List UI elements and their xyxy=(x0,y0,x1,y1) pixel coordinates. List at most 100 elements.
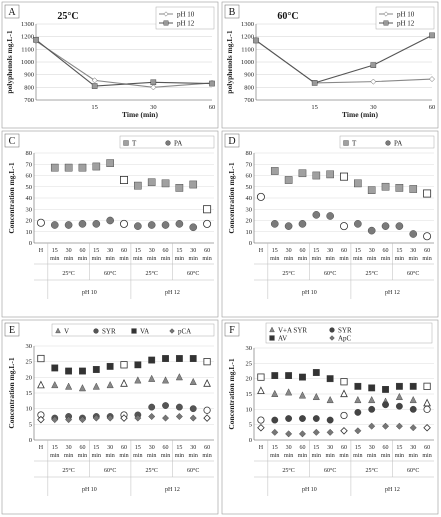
category-label: 30 xyxy=(149,248,155,254)
category-unit-label: min xyxy=(312,256,321,262)
data-point-pa xyxy=(395,222,404,230)
temperature-label: 60°C xyxy=(407,467,419,474)
category-unit-label: min xyxy=(147,256,156,262)
category-label: 30 xyxy=(286,248,292,254)
data-point-av xyxy=(285,372,293,379)
category-unit-label: min xyxy=(353,256,362,262)
y-tick-label: 60 xyxy=(246,173,253,180)
data-point-va xyxy=(134,361,142,369)
category-label: 60 xyxy=(424,445,430,451)
y-tick-label: 1100 xyxy=(241,46,254,53)
y-tick-label: 700 xyxy=(24,97,34,104)
data-point-t xyxy=(409,185,418,193)
data-point-syr xyxy=(312,415,320,422)
data-point-av xyxy=(271,372,279,379)
data-point-pa xyxy=(284,222,293,230)
category-label: 15 xyxy=(272,445,278,451)
data-point-syr xyxy=(340,411,348,420)
category-unit-label: min xyxy=(339,256,348,262)
data-point-vasyr xyxy=(409,395,417,404)
temperature-label: 25°C xyxy=(62,467,74,474)
y-tick-label: 0 xyxy=(29,240,32,247)
data-point-syr xyxy=(423,405,431,413)
data-point-t xyxy=(270,167,279,175)
panel-letter: C xyxy=(9,136,16,147)
data-point-pa xyxy=(270,220,279,228)
category-label: 30 xyxy=(149,445,155,451)
data-point-va xyxy=(79,367,86,375)
category-label: 15 xyxy=(396,248,402,254)
legend-marker xyxy=(269,326,275,333)
data-point-apc xyxy=(423,423,431,432)
data-point-apc xyxy=(382,422,390,430)
data-point-pa xyxy=(381,222,390,230)
data-point xyxy=(150,84,157,91)
data-point-va xyxy=(92,366,100,373)
category-unit-label: min xyxy=(325,256,334,262)
temperature-label: 25°C xyxy=(282,467,294,474)
data-point-t xyxy=(326,170,334,179)
category-label: 15 xyxy=(176,445,182,451)
category-label: 30 xyxy=(410,445,416,451)
category-unit-label: min xyxy=(133,453,142,459)
category-unit-label: min xyxy=(298,453,307,459)
legend: V SYR VA pCA xyxy=(51,323,215,337)
data-point-av xyxy=(368,384,376,392)
temperature-label: 25°C xyxy=(145,270,157,277)
y-tick-label: 80 xyxy=(26,150,33,157)
data-point-pa xyxy=(203,219,212,228)
category-label: 15 xyxy=(93,248,99,254)
panel-letter-box xyxy=(4,322,20,337)
category-label: 15 xyxy=(355,445,361,451)
legend-marker xyxy=(385,140,391,146)
legend-label: PA xyxy=(174,140,182,148)
ph-label: pH 12 xyxy=(165,487,180,493)
category-unit-label: min xyxy=(189,453,198,459)
legend-label: pH 10 xyxy=(177,11,195,19)
data-point-pca xyxy=(37,415,45,424)
data-point-t xyxy=(312,171,321,180)
panel-B: B 700 800 900 1000 1100 1200 1300 15 30 60 Time (mi… xyxy=(221,1,439,129)
data-point-vasyr xyxy=(368,395,376,404)
category-label: 60 xyxy=(383,445,389,451)
temperature-label: 25°C xyxy=(62,270,74,277)
data-point-pca xyxy=(134,414,142,422)
data-point-syr xyxy=(409,405,417,413)
data-point-vasyr xyxy=(271,389,279,397)
legend-label: pH 12 xyxy=(177,20,195,28)
ph-label: pH 10 xyxy=(302,290,317,296)
category-unit-label: min xyxy=(270,256,279,262)
y-tick-label: 30 xyxy=(246,345,253,352)
ph-label: pH 12 xyxy=(385,290,400,296)
data-point-pca xyxy=(175,413,183,420)
data-point-v xyxy=(120,379,128,387)
data-point-apc xyxy=(312,428,320,436)
category-label: 15 xyxy=(176,248,182,254)
data-point-pa xyxy=(326,212,334,220)
temperature-label: 60°C xyxy=(407,270,419,277)
data-point-vasyr xyxy=(285,388,293,396)
legend-label: pH 12 xyxy=(397,20,415,28)
data-point xyxy=(370,62,377,68)
legend-marker xyxy=(163,20,169,26)
category-label: 60 xyxy=(204,248,210,254)
data-point-v xyxy=(134,376,142,384)
data-point xyxy=(91,83,98,89)
legend: V+A SYR SYR AV ApC xyxy=(265,322,433,344)
category-unit-label: min xyxy=(92,453,101,459)
data-point-pca xyxy=(162,414,170,422)
data-point-va xyxy=(65,367,73,375)
y-tick-label: 0 xyxy=(249,437,252,444)
category-unit-label: min xyxy=(78,256,87,262)
data-point-v xyxy=(51,381,59,389)
temperature-label: 25°C xyxy=(282,270,294,277)
category-label: 15 xyxy=(135,248,141,254)
legend-marker xyxy=(163,11,169,17)
temperature-label: 60°C xyxy=(104,270,116,277)
data-point-vasyr xyxy=(312,392,320,400)
category-unit-label: min xyxy=(395,256,404,262)
x-tick-label: 60 xyxy=(429,104,436,111)
data-point xyxy=(429,76,435,82)
legend-marker xyxy=(165,140,171,146)
data-point-apc xyxy=(368,422,376,430)
